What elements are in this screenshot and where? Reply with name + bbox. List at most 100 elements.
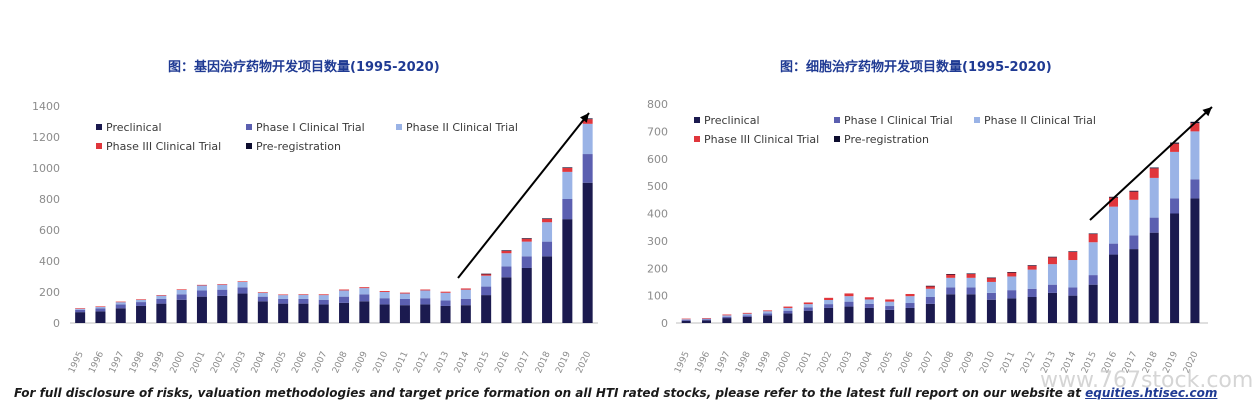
bar-segment-phase2 (521, 241, 532, 257)
bar-segment-phase1 (885, 306, 895, 310)
left-chart-title: 图：基因治疗药物开发项目数量(1995-2020) (168, 60, 440, 75)
y-tick-label: 1200 (32, 131, 60, 144)
bar-segment-preclinical (885, 309, 895, 323)
bar-segment-preclinical (257, 301, 268, 323)
bar-segment-phase1 (379, 298, 390, 305)
bar-segment-preclinical (1170, 213, 1180, 323)
legend-swatch-phase2 (396, 124, 402, 130)
y-tick-label: 800 (39, 193, 60, 206)
bar-segment-phase2 (542, 222, 553, 242)
bar-segment-phase1 (925, 296, 935, 304)
bar-segment-preclinical (1109, 254, 1119, 323)
bar-segment-preclinical (562, 219, 573, 323)
bar-segment-preclinical (1068, 295, 1078, 323)
bar-segment-phase3 (420, 289, 431, 291)
bar-segment-phase3 (722, 314, 732, 316)
bar-segment-phase2 (1149, 177, 1159, 218)
bar-segment-phase2 (702, 318, 712, 320)
bar-segment-prereg (501, 250, 512, 251)
bar-segment-phase1 (298, 298, 309, 304)
bar-segment-preclinical (156, 303, 167, 323)
x-tick-label: 2008 (938, 350, 957, 375)
bar-segment-prereg (1170, 142, 1180, 144)
bar-segment-phase3 (521, 238, 532, 242)
bar-segment-preclinical (946, 294, 956, 323)
bar-segment-phase3 (1129, 191, 1139, 200)
legend-swatch-phase1 (834, 117, 840, 123)
x-tick-label: 2003 (836, 350, 855, 375)
bar-segment-preclinical (1129, 249, 1139, 323)
bar-segment-phase1 (905, 303, 915, 308)
bar-segment-phase2 (885, 301, 895, 307)
bar-segment-phase2 (339, 290, 350, 297)
bar-segment-phase3 (763, 310, 773, 312)
y-tick-label: 100 (647, 290, 668, 303)
bar-segment-preclinical (237, 293, 248, 323)
x-tick-label: 2010 (978, 350, 997, 375)
bar-segment-phase3 (176, 289, 187, 290)
bar-segment-prereg (1088, 233, 1098, 235)
bar-segment-phase2 (986, 281, 996, 293)
bar-segment-preclinical (136, 305, 147, 323)
legend-swatch-phase3 (694, 136, 700, 142)
bar-segment-preclinical (966, 294, 976, 323)
bar-segment-phase2 (905, 296, 915, 304)
x-tick-label: 1998 (734, 350, 753, 375)
legend-label-prereg: Pre-registration (256, 140, 341, 153)
y-tick-label: 500 (647, 180, 668, 193)
bar-segment-phase3 (1068, 251, 1078, 261)
legend-swatch-phase2 (974, 117, 980, 123)
bar-segment-phase2 (399, 293, 410, 299)
bar-segment-phase2 (1027, 269, 1037, 289)
bar-segment-preclinical (75, 312, 86, 323)
website-link[interactable]: equities.htisec.com (1085, 386, 1218, 400)
bar-segment-phase2 (1190, 131, 1200, 180)
bar-segment-phase2 (1047, 264, 1057, 285)
bar-segment-phase2 (783, 307, 793, 311)
bar-segment-preclinical (783, 313, 793, 323)
bar-segment-phase1 (156, 298, 167, 304)
bar-segment-phase1 (95, 308, 106, 312)
trend-arrow-icon (457, 112, 590, 279)
bar-segment-phase1 (237, 287, 248, 294)
bar-segment-phase2 (298, 294, 309, 299)
bar-segment-phase3 (966, 273, 976, 278)
bar-segment-phase3 (359, 287, 370, 289)
bar-segment-phase1 (844, 301, 854, 307)
bar-segment-phase2 (501, 253, 512, 267)
bar-segment-prereg (521, 238, 532, 239)
legend-label-phase1: Phase I Clinical Trial (256, 121, 365, 134)
bar-segment-phase1 (399, 298, 410, 306)
bar-segment-phase3 (824, 297, 834, 301)
bar-segment-phase1 (1149, 217, 1159, 233)
y-tick-label: 0 (661, 317, 668, 330)
bar-segment-phase3 (237, 281, 248, 282)
bar-segment-phase1 (1170, 198, 1180, 214)
bar-segment-prereg (1007, 272, 1017, 273)
bar-segment-preclinical (460, 305, 471, 323)
bar-segment-phase3 (905, 293, 915, 297)
bar-segment-phase1 (1129, 235, 1139, 250)
legend-label-preclinical: Preclinical (106, 121, 162, 134)
bar-segment-phase2 (562, 171, 573, 199)
bar-segment-phase3 (95, 306, 106, 308)
bar-segment-phase3 (1007, 272, 1017, 277)
x-tick-label: 2002 (816, 350, 835, 375)
bar-segment-phase3 (803, 302, 813, 305)
bar-segment-phase1 (1027, 288, 1037, 297)
x-tick-label: 2000 (775, 350, 794, 375)
x-tick-label: 2004 (856, 350, 875, 375)
bar-segment-phase3 (115, 301, 126, 303)
bar-segment-phase1 (582, 154, 593, 183)
legend-label-phase2: Phase II Clinical Trial (406, 121, 518, 134)
bar-segment-prereg (1068, 251, 1078, 252)
bar-segment-phase1 (702, 319, 712, 321)
bar-segment-phase1 (176, 294, 187, 300)
bar-segment-preclinical (542, 256, 553, 323)
bar-segment-phase1 (1088, 275, 1098, 285)
bar-segment-phase3 (582, 119, 593, 124)
bar-segment-phase2 (681, 319, 691, 320)
bar-segment-phase3 (1047, 257, 1057, 265)
bar-segment-prereg (925, 285, 935, 287)
